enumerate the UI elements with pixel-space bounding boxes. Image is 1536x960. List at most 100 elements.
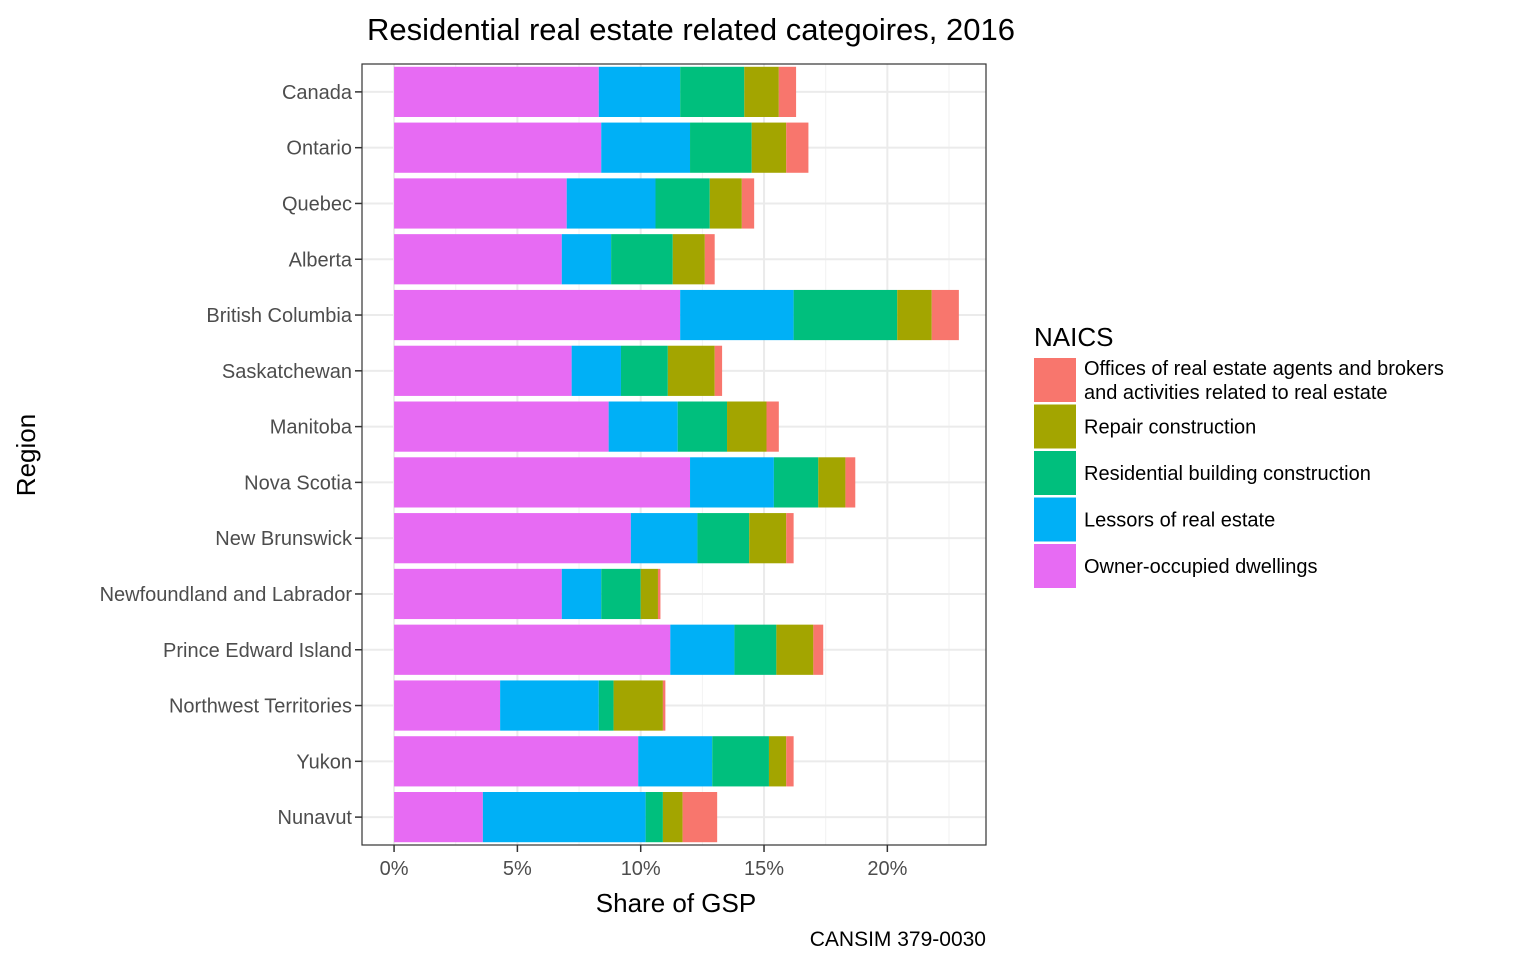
bar-segment xyxy=(768,736,787,787)
bar-segment xyxy=(793,289,898,341)
x-tick-label: 20% xyxy=(867,858,907,880)
bar-segment xyxy=(394,792,483,843)
legend-label: Repair construction xyxy=(1084,417,1256,439)
bar-segment xyxy=(394,66,599,117)
bar-segment xyxy=(741,178,755,229)
bar-segment xyxy=(620,345,668,396)
bar-segment xyxy=(662,792,683,843)
panel-border xyxy=(361,63,987,846)
legend-label: Owner-occupied dwellings xyxy=(1084,556,1317,578)
y-tick-label: Northwest Territories xyxy=(169,696,352,718)
x-tick-label: 0% xyxy=(380,858,409,880)
bar-segment xyxy=(690,122,752,173)
chart-title: Residential real estate related categoir… xyxy=(367,12,1015,47)
legend-key xyxy=(1034,358,1076,402)
legend-key xyxy=(1034,497,1076,542)
bar-segment xyxy=(690,457,774,508)
y-axis: Canada Ontario Quebec Alberta British Columb… xyxy=(100,82,362,829)
bar-segment xyxy=(662,680,666,731)
bar-segment xyxy=(645,792,663,843)
y-tick-label: Canada xyxy=(282,82,353,104)
bar-segment xyxy=(394,234,562,285)
bar-segment xyxy=(749,513,787,564)
bar-segment xyxy=(598,680,614,731)
y-tick-label: British Columbia xyxy=(206,305,352,327)
y-tick-label: Yukon xyxy=(296,751,352,773)
bar-segment xyxy=(766,401,779,452)
y-tick-label: Prince Edward Island xyxy=(163,640,352,662)
bar-segment xyxy=(394,289,681,341)
bar-segment xyxy=(680,289,794,341)
legend-title: NAICS xyxy=(1034,322,1113,352)
bar-segment xyxy=(601,568,641,620)
x-tick-label: 15% xyxy=(744,858,784,880)
bar-segment xyxy=(734,624,777,675)
bar-segment xyxy=(778,66,797,117)
bar-segment xyxy=(680,66,745,117)
legend-label: Lessors of real estate xyxy=(1084,510,1275,532)
bar-segment xyxy=(394,680,501,731)
y-tick-label: Ontario xyxy=(286,138,352,160)
x-axis: 0% 5% 10% 15% 20% xyxy=(380,845,908,880)
bar-segment xyxy=(712,736,769,787)
bar-segment xyxy=(561,234,612,285)
bar-segment xyxy=(394,122,602,173)
bar-segment xyxy=(640,568,658,620)
y-tick-label: Nova Scotia xyxy=(244,472,353,494)
bar-segment xyxy=(682,792,718,843)
bar-segment xyxy=(897,289,932,341)
bar-segment xyxy=(394,568,562,620)
bar-segment xyxy=(394,513,631,564)
bar-segment xyxy=(611,234,673,285)
bar-segment xyxy=(598,66,681,117)
bar-segment xyxy=(786,513,794,564)
bar-segment xyxy=(500,680,599,731)
y-tick-label: Quebec xyxy=(282,193,352,215)
bar-segment xyxy=(394,178,567,229)
y-tick-label: Saskatchewan xyxy=(222,361,352,383)
bar-segment xyxy=(670,624,735,675)
y-tick-label: New Brunswick xyxy=(215,528,353,550)
x-axis-title: Share of GSP xyxy=(596,888,756,918)
bar-segment xyxy=(394,736,639,787)
bar-segment xyxy=(751,122,787,173)
bar-segment xyxy=(677,401,728,452)
x-tick-label: 5% xyxy=(503,858,532,880)
bar-segment xyxy=(394,457,691,508)
bar-segment xyxy=(655,178,710,229)
bar-segment xyxy=(571,345,621,396)
legend-label: Offices of real estate agents and broker… xyxy=(1084,358,1444,380)
bar-segment xyxy=(845,457,856,508)
bar-segment xyxy=(613,680,663,731)
bar-segment xyxy=(727,401,767,452)
y-axis-title: Region xyxy=(11,414,41,496)
bar-segment xyxy=(394,401,609,452)
bar-segment xyxy=(394,345,572,396)
y-tick-label: Manitoba xyxy=(270,417,353,439)
legend-label: Residential building construction xyxy=(1084,463,1371,485)
bar-segment xyxy=(714,345,723,396)
bar-segment xyxy=(697,513,750,564)
bar-segment xyxy=(601,122,691,173)
bar-segment xyxy=(818,457,846,508)
bar-segment xyxy=(482,792,646,843)
bar-segment xyxy=(608,401,678,452)
bar-segment xyxy=(786,736,794,787)
y-tick-label: Nunavut xyxy=(278,807,353,829)
bar-segment xyxy=(667,345,715,396)
bar-segment xyxy=(786,122,809,173)
bar-segment xyxy=(704,234,715,285)
legend-key xyxy=(1034,544,1076,588)
y-tick-label: Alberta xyxy=(289,249,353,271)
bar-segment xyxy=(561,568,602,620)
chart-caption: CANSIM 379-0030 xyxy=(810,928,986,951)
bar-segment xyxy=(657,568,661,620)
legend-key xyxy=(1034,404,1076,449)
bar-segment xyxy=(773,457,819,508)
bar-segment xyxy=(776,624,814,675)
bar-segment xyxy=(931,289,959,341)
bar-segment xyxy=(672,234,705,285)
legend-items: Offices of real estate agents and broker… xyxy=(1034,358,1444,588)
plot-panel xyxy=(361,63,987,846)
